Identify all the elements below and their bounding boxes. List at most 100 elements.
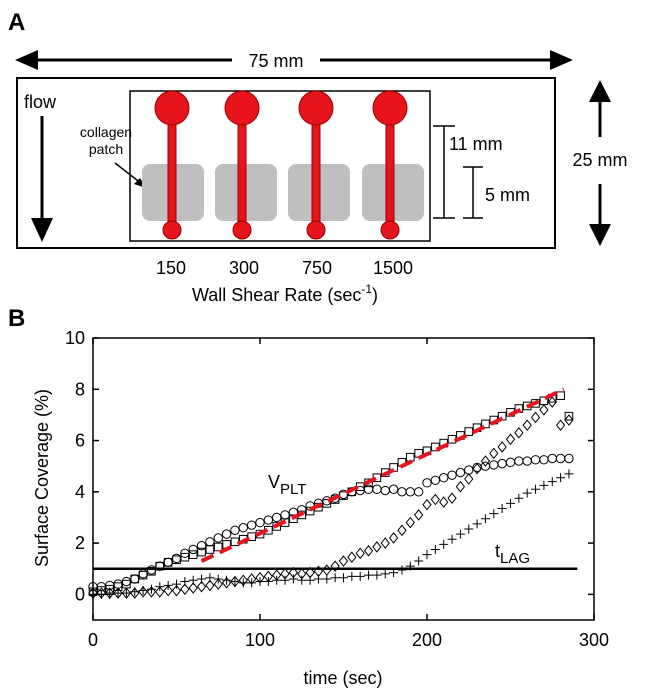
flow-down-arrow-icon bbox=[31, 218, 53, 242]
plus-point bbox=[389, 568, 399, 578]
y-tick-label: 6 bbox=[75, 431, 85, 451]
circle-point bbox=[564, 453, 574, 464]
plus-point bbox=[263, 577, 273, 587]
diamond-point bbox=[530, 411, 541, 424]
diamond-point bbox=[447, 492, 457, 505]
plus-point bbox=[455, 529, 465, 539]
circle-point bbox=[372, 484, 382, 494]
plus-point bbox=[447, 534, 457, 544]
circle-point bbox=[464, 465, 474, 475]
x-tick-label: 100 bbox=[245, 630, 275, 650]
plus-point bbox=[172, 579, 181, 589]
plus-point bbox=[330, 573, 340, 583]
diamond-point bbox=[155, 585, 165, 598]
y-axis-label: Surface Coverage (%) bbox=[32, 389, 52, 567]
plus-point bbox=[138, 586, 148, 596]
diamond-point bbox=[372, 541, 382, 553]
panel-b-letter: B bbox=[8, 305, 25, 332]
vplt-label: VPLT bbox=[268, 472, 306, 498]
circle-point bbox=[455, 467, 466, 478]
diamond-point bbox=[322, 564, 332, 576]
square-point bbox=[147, 566, 156, 576]
width-label: 75 mm bbox=[248, 51, 303, 71]
patch-label-line1: collagen bbox=[80, 124, 132, 140]
square-point bbox=[205, 545, 215, 554]
plus-point bbox=[130, 587, 140, 597]
circle-point bbox=[163, 557, 173, 568]
up-arrow-icon bbox=[589, 80, 611, 102]
plus-point bbox=[247, 578, 257, 588]
diamond-point bbox=[497, 441, 507, 453]
plus-point bbox=[531, 484, 541, 494]
y-tick-label: 0 bbox=[75, 584, 85, 604]
diamond-point bbox=[455, 480, 466, 493]
circle-point bbox=[439, 473, 449, 483]
x-axis-label: time (sec) bbox=[303, 668, 382, 688]
diamond-point bbox=[472, 462, 482, 475]
plus-point bbox=[372, 570, 382, 580]
plus-point bbox=[255, 577, 265, 587]
circle-point bbox=[230, 525, 240, 535]
diamond-point bbox=[221, 577, 232, 589]
circle-point bbox=[272, 512, 282, 523]
plus-point bbox=[322, 574, 332, 584]
plus-point bbox=[539, 480, 549, 490]
plus-point bbox=[121, 588, 131, 598]
circle-point bbox=[413, 487, 424, 497]
square-point bbox=[213, 542, 223, 552]
circle-point bbox=[405, 487, 415, 497]
circle-point bbox=[221, 529, 232, 539]
diamond-point bbox=[171, 584, 182, 597]
diamond-point bbox=[363, 544, 374, 557]
vplt-fit-line bbox=[200, 387, 565, 563]
x-tick-label: 200 bbox=[412, 630, 442, 650]
y-tick-label: 2 bbox=[75, 533, 85, 553]
channel-1 bbox=[154, 90, 190, 240]
square-point bbox=[122, 579, 131, 589]
circle-point bbox=[539, 455, 549, 465]
shear-axis-label: Wall Shear Rate (sec-1) bbox=[192, 282, 378, 305]
flow-label: flow bbox=[24, 92, 57, 112]
y-tick-label: 10 bbox=[65, 328, 85, 348]
x-tick-label: 300 bbox=[579, 630, 609, 650]
flow-channels bbox=[154, 90, 408, 240]
square-point bbox=[322, 499, 332, 508]
shear-rate-150: 150 bbox=[156, 258, 186, 278]
circle-point bbox=[188, 544, 198, 555]
circle-point bbox=[422, 478, 432, 488]
square-point bbox=[481, 419, 490, 429]
collagen-patches bbox=[142, 164, 424, 221]
diamond-point bbox=[163, 584, 173, 597]
right-arrow-icon bbox=[550, 50, 573, 70]
plot-area: 0 100 200 300 0 2 4 6 8 10 bbox=[65, 328, 609, 650]
plus-point bbox=[339, 573, 348, 583]
circle-point bbox=[263, 515, 274, 525]
shear-rate-1500: 1500 bbox=[373, 258, 413, 278]
patch-length-bracket bbox=[463, 166, 483, 219]
plus-point bbox=[96, 589, 106, 599]
circle-point bbox=[280, 510, 290, 520]
diamond-point bbox=[522, 419, 532, 431]
plus-point bbox=[146, 584, 156, 594]
square-point bbox=[272, 522, 281, 531]
square-point bbox=[289, 514, 298, 524]
circle-point bbox=[514, 456, 524, 466]
diamond-point bbox=[180, 583, 190, 596]
square-point bbox=[406, 452, 415, 462]
circle-point bbox=[430, 475, 441, 485]
plus-point bbox=[155, 582, 165, 592]
diamond-point bbox=[205, 579, 215, 592]
plus-point bbox=[222, 575, 232, 585]
square-point bbox=[464, 427, 474, 436]
plus-point bbox=[305, 575, 315, 585]
diamond-point bbox=[146, 585, 157, 598]
plus-point bbox=[497, 503, 507, 513]
plus-point bbox=[188, 575, 198, 585]
plus-point bbox=[105, 589, 115, 599]
diamond-point bbox=[338, 555, 349, 567]
circle-point bbox=[489, 460, 499, 470]
plus-point bbox=[163, 580, 173, 590]
diamond-point bbox=[355, 547, 365, 560]
plus-point bbox=[506, 498, 515, 508]
shear-rate-labels: 150 300 750 1500 bbox=[156, 258, 413, 278]
